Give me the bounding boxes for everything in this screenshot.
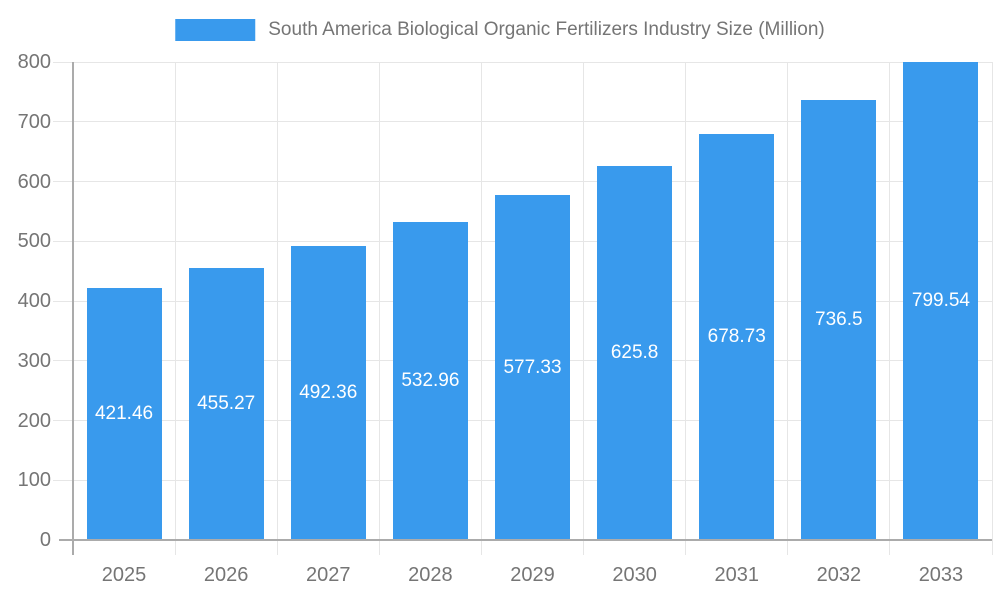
y-axis-tick-label: 100 bbox=[17, 469, 51, 492]
bar-2031[interactable]: 678.73 bbox=[699, 134, 775, 540]
y-axis-tick-label: 500 bbox=[17, 230, 51, 253]
v-gridline bbox=[174, 62, 176, 555]
bar-2029[interactable]: 577.33 bbox=[495, 195, 570, 540]
bar-value-label: 532.96 bbox=[401, 369, 460, 391]
bar-value-label: 736.5 bbox=[815, 308, 863, 330]
y-axis-tick-label: 600 bbox=[17, 170, 51, 193]
v-gridline bbox=[991, 62, 993, 555]
legend-swatch bbox=[175, 19, 256, 41]
v-gridline bbox=[685, 62, 687, 555]
bar-value-label: 799.54 bbox=[911, 290, 970, 312]
x-axis-tick-label: 2028 bbox=[408, 564, 453, 586]
x-axis-tick-label: 2025 bbox=[101, 564, 147, 586]
x-axis-tick-label: 2027 bbox=[306, 564, 351, 586]
v-gridline bbox=[583, 62, 585, 555]
bar-2028[interactable]: 532.96 bbox=[392, 221, 468, 540]
chart-title: South America Biological Organic Fertili… bbox=[268, 19, 825, 40]
x-axis-tick-label: 2031 bbox=[714, 564, 759, 586]
v-gridline bbox=[378, 62, 380, 555]
bar-2025[interactable]: 421.46 bbox=[86, 288, 162, 540]
plot-area: 0 100 200 300 400 500 600 700 800 421.46 455.27 492… bbox=[18, 51, 993, 586]
y-axis-tick-label: 300 bbox=[17, 349, 51, 372]
legend-item[interactable]: South America Biological Organic Fertili… bbox=[175, 17, 825, 43]
y-axis-line bbox=[72, 62, 74, 555]
bar-2027[interactable]: 492.36 bbox=[290, 245, 366, 540]
y-axis-tick-label: 700 bbox=[17, 110, 51, 133]
v-gridline bbox=[787, 62, 789, 555]
y-axis-tick-label: 0 bbox=[39, 529, 51, 551]
bar-value-label: 492.36 bbox=[299, 381, 358, 403]
bar-value-label: 678.73 bbox=[707, 326, 766, 348]
y-axis-tick-label: 400 bbox=[17, 290, 51, 312]
bar-value-label: 455.27 bbox=[197, 392, 256, 414]
y-axis-tick-label: 800 bbox=[17, 51, 51, 73]
x-axis-tick-label: 2032 bbox=[816, 564, 862, 586]
x-axis-line bbox=[59, 539, 992, 541]
bar-2033[interactable]: 799.54 bbox=[903, 62, 979, 540]
y-axis-tick-label: 200 bbox=[17, 409, 51, 432]
v-gridline bbox=[480, 62, 482, 555]
h-gridline bbox=[53, 181, 992, 182]
x-axis-tick-label: 2033 bbox=[918, 564, 964, 586]
bar-value-label: 421.46 bbox=[94, 403, 154, 425]
h-gridline bbox=[53, 61, 992, 63]
bar-value-label: 577.33 bbox=[503, 356, 562, 378]
bar-2030[interactable]: 625.8 bbox=[597, 166, 673, 540]
bar-value-label: 625.8 bbox=[610, 342, 659, 364]
v-gridline bbox=[276, 62, 278, 555]
bar-2026[interactable]: 455.27 bbox=[188, 267, 264, 540]
x-axis-tick-label: 2030 bbox=[612, 564, 657, 586]
v-gridline bbox=[889, 62, 891, 555]
x-axis-tick-label: 2029 bbox=[510, 564, 555, 586]
h-gridline bbox=[53, 121, 992, 123]
x-axis-tick-label: 2026 bbox=[203, 564, 249, 586]
bar-2032[interactable]: 736.5 bbox=[801, 99, 877, 540]
